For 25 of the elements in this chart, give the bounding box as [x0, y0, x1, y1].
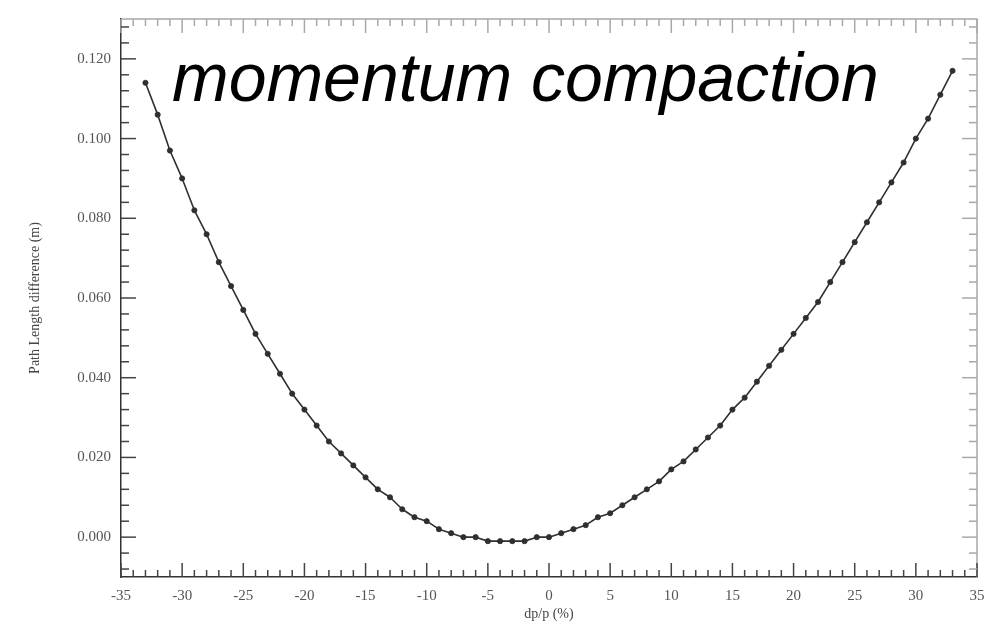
x-tick-label: 30 [908, 586, 924, 603]
y-tick-label: 0.100 [77, 129, 111, 146]
x-axis-title: dp/p (%) [524, 606, 575, 623]
x-tick-label: -30 [172, 586, 193, 603]
x-tick-label: -35 [111, 586, 131, 603]
y-tick-label: 0.040 [77, 368, 111, 385]
y-tick-label: 0.000 [77, 528, 111, 545]
y-axis-title: Path Length difference (m) [27, 221, 44, 374]
x-tick-label: -20 [294, 586, 315, 603]
y-tick-label: 0.060 [77, 288, 111, 305]
y-tick-label: 0.120 [77, 49, 111, 66]
x-tick-label: -25 [233, 586, 254, 603]
x-tick-label: 0 [545, 586, 553, 603]
x-tick-label: -5 [481, 586, 495, 603]
x-tick-label: -15 [355, 586, 376, 603]
x-tick-label: -10 [416, 586, 437, 603]
chart-title: momentum compaction [172, 39, 879, 115]
x-tick-label: 20 [786, 586, 802, 603]
x-tick-label: 5 [606, 586, 614, 603]
x-tick-label: 25 [847, 586, 863, 603]
x-tick-label: 10 [663, 586, 679, 603]
y-tick-label: 0.080 [77, 209, 111, 226]
x-tick-label: 15 [724, 586, 740, 603]
x-tick-label: 35 [969, 586, 985, 603]
y-tick-label: 0.020 [77, 448, 111, 465]
